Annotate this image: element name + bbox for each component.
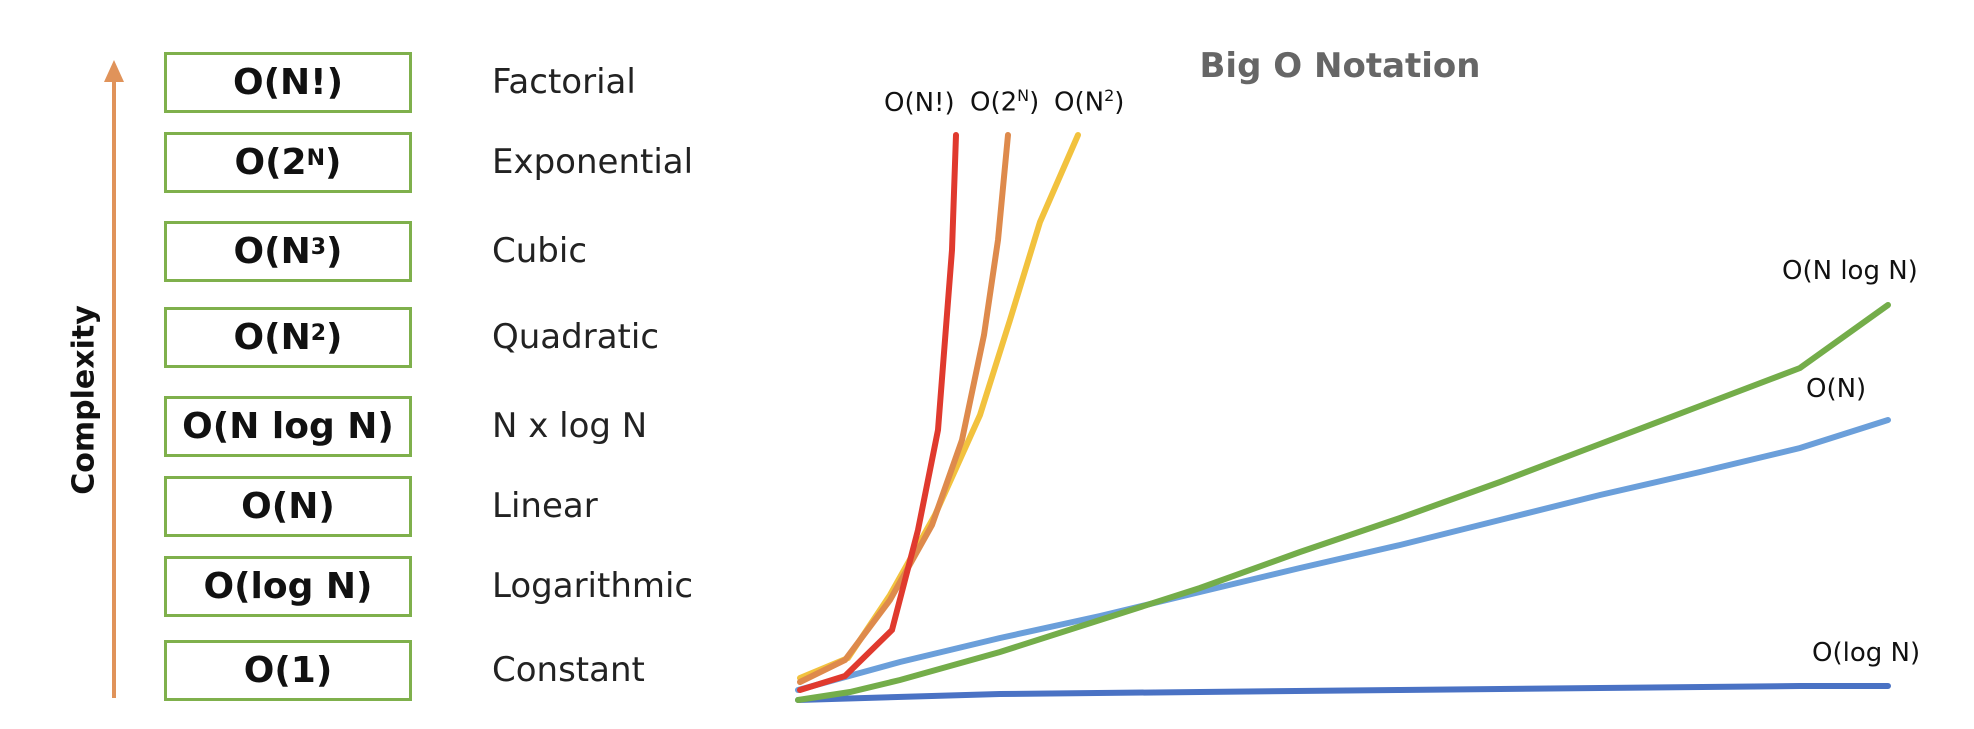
- complexity-box: O(N 2): [164, 307, 412, 368]
- notation-tail: ): [326, 231, 343, 272]
- curve-exponential: [797, 132, 1011, 685]
- complexity-box: O(N log N): [164, 396, 412, 457]
- notation-base: O(N: [233, 231, 311, 272]
- complexity-name: Logarithmic: [492, 566, 694, 606]
- complexity-box: O(1): [164, 640, 412, 701]
- complexity-name: Cubic: [492, 231, 588, 271]
- notation-base: O(log N): [203, 566, 373, 607]
- complexity-name: Linear: [492, 486, 598, 526]
- notation-base: O(N): [241, 486, 335, 527]
- label-quadratic: O(N2): [1054, 86, 1125, 118]
- notation-base: O(N: [233, 317, 311, 358]
- notation-exponent: 2: [310, 321, 327, 346]
- notation-exponent: 3: [310, 235, 327, 260]
- curve-linear: [795, 417, 1891, 693]
- curve-nlogn: [795, 302, 1891, 703]
- notation-exponent: N: [306, 146, 326, 171]
- notation-tail: ): [325, 142, 342, 183]
- notation-base: O(N!): [232, 62, 344, 103]
- notation-base: O(1): [243, 650, 333, 691]
- notation-tail: ): [326, 317, 343, 358]
- complexity-box: O(N): [164, 476, 412, 537]
- notation-base: O(N log N): [182, 406, 394, 447]
- notation-base: O(2: [234, 142, 307, 183]
- curve-factorial: [797, 132, 959, 693]
- complexity-name: N x log N: [492, 406, 648, 446]
- complexity-name: Constant: [492, 650, 645, 690]
- label-nlogn: O(N log N): [1782, 256, 1918, 286]
- complexity-arrow-head: [104, 60, 124, 82]
- complexity-box: O(log N): [164, 556, 412, 617]
- label-linear: O(N): [1806, 374, 1867, 404]
- chart-title: Big O Notation: [1199, 46, 1481, 86]
- label-factorial: O(N!): [884, 88, 955, 118]
- complexity-box: O(2 N): [164, 132, 412, 193]
- label-logn: O(log N): [1812, 638, 1921, 668]
- complexity-name: Quadratic: [492, 317, 660, 357]
- complexity-box: O(N 3): [164, 221, 412, 282]
- complexity-box: O(N!): [164, 52, 412, 113]
- complexity-name: Exponential: [492, 142, 694, 182]
- curve-logn: [795, 683, 1891, 703]
- complexity-name: Factorial: [492, 62, 636, 102]
- label-exponential: O(2N): [970, 86, 1040, 118]
- complexity-axis-label: Complexity: [66, 305, 102, 495]
